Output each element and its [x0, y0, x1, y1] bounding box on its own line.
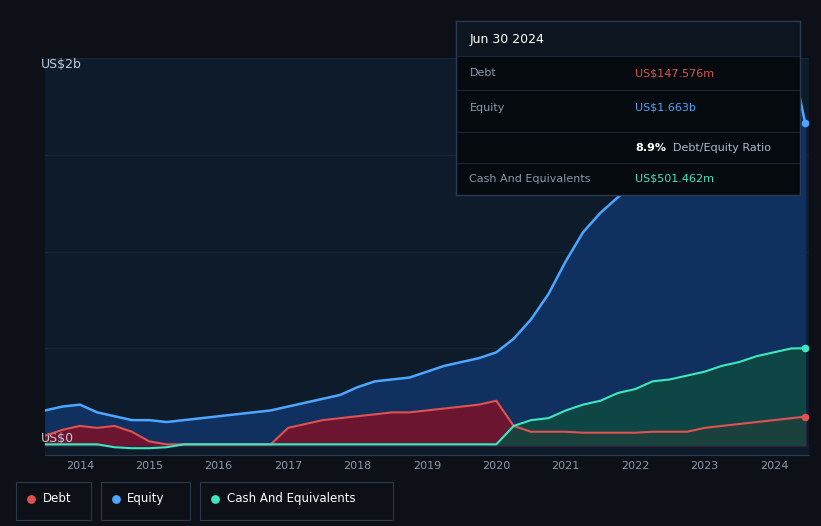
Text: US$2b: US$2b [41, 58, 82, 71]
Point [799, 119, 812, 127]
Text: Equity: Equity [470, 103, 505, 113]
Text: 8.9%: 8.9% [635, 143, 666, 153]
FancyBboxPatch shape [456, 21, 800, 56]
Text: Debt: Debt [470, 68, 496, 78]
Text: US$0: US$0 [41, 432, 75, 445]
FancyBboxPatch shape [16, 482, 91, 520]
Point [799, 344, 812, 352]
FancyBboxPatch shape [101, 482, 190, 520]
Text: US$147.576m: US$147.576m [635, 68, 714, 78]
Point [687, 247, 700, 255]
Text: US$1.663b: US$1.663b [635, 103, 696, 113]
Text: Cash And Equivalents: Cash And Equivalents [227, 492, 355, 505]
Text: Jun 30 2024: Jun 30 2024 [470, 33, 544, 46]
Text: Debt/Equity Ratio: Debt/Equity Ratio [673, 143, 771, 153]
Text: Debt: Debt [43, 492, 71, 505]
Point [799, 412, 812, 421]
Text: Equity: Equity [127, 492, 165, 505]
Text: Cash And Equivalents: Cash And Equivalents [470, 174, 591, 184]
FancyBboxPatch shape [200, 482, 393, 520]
Text: US$501.462m: US$501.462m [635, 174, 714, 184]
